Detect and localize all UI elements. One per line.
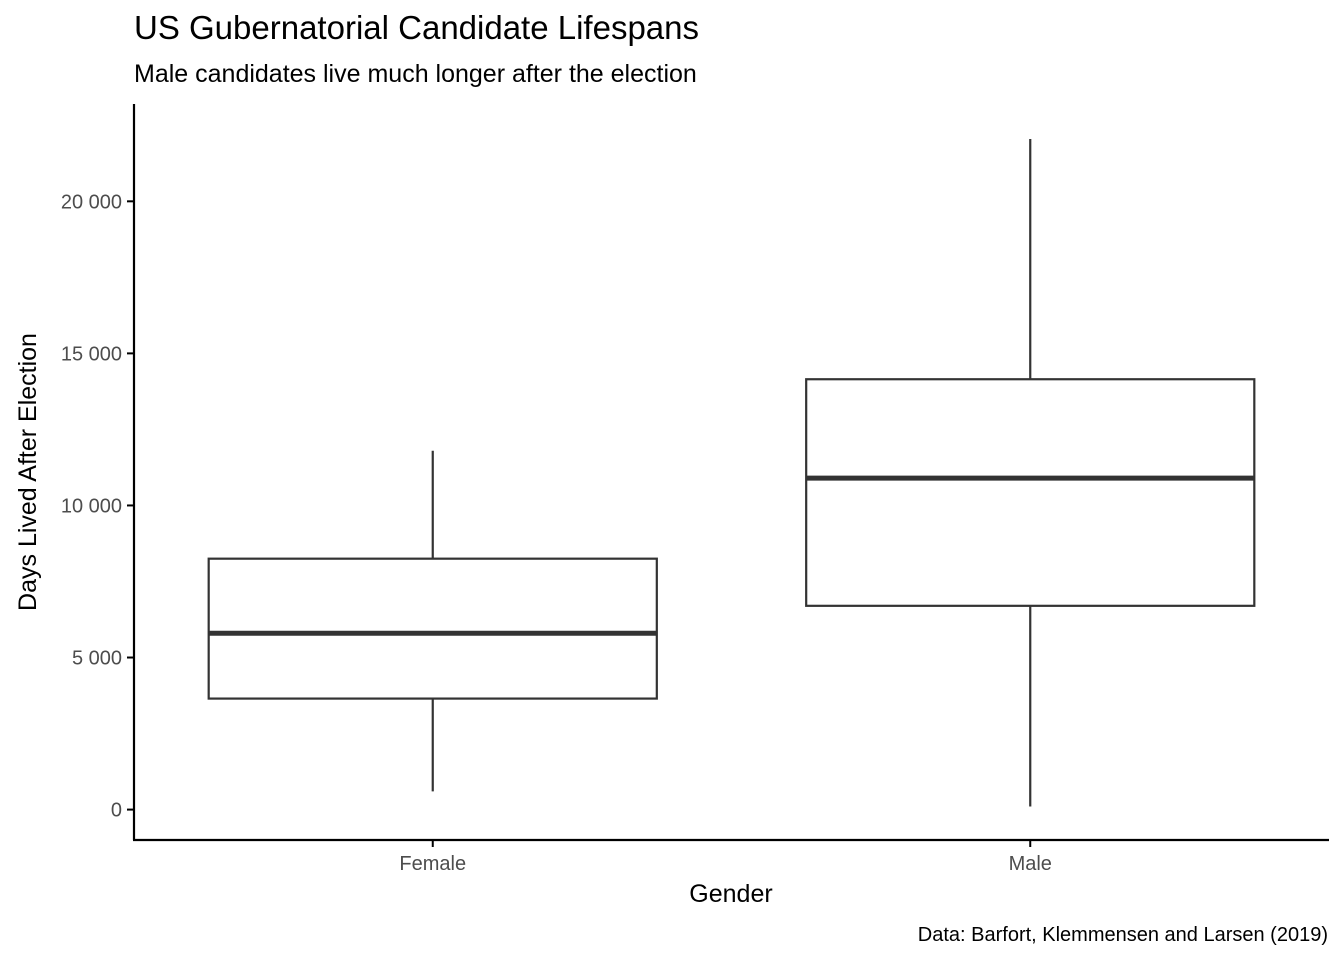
y-tick-label: 20 000 (61, 191, 122, 213)
box-female (207, 450, 658, 792)
x-tick-label: Male (1009, 853, 1052, 875)
chart-caption: Data: Barfort, Klemmensen and Larsen (20… (918, 924, 1328, 946)
y-tick-label: 10 000 (61, 495, 122, 517)
y-tick-label: 0 (111, 800, 122, 822)
plot-area (207, 138, 1256, 807)
x-tick-label: Female (399, 853, 466, 875)
iqr-box (207, 557, 658, 700)
chart-subtitle: Male candidates live much longer after t… (134, 60, 697, 88)
box-male (805, 138, 1256, 807)
x-axis-title: Gender (689, 880, 772, 908)
y-axis-title: Days Lived After Election (14, 333, 42, 611)
y-axis-ticks: 0 5 000 10 000 15 000 20 000 (61, 191, 134, 822)
iqr-box (805, 378, 1256, 607)
x-axis-ticks: Female Male (399, 840, 1052, 875)
y-tick-label: 5 000 (72, 648, 122, 670)
y-tick-label: 15 000 (61, 343, 122, 365)
chart-title: US Gubernatorial Candidate Lifespans (134, 9, 699, 46)
